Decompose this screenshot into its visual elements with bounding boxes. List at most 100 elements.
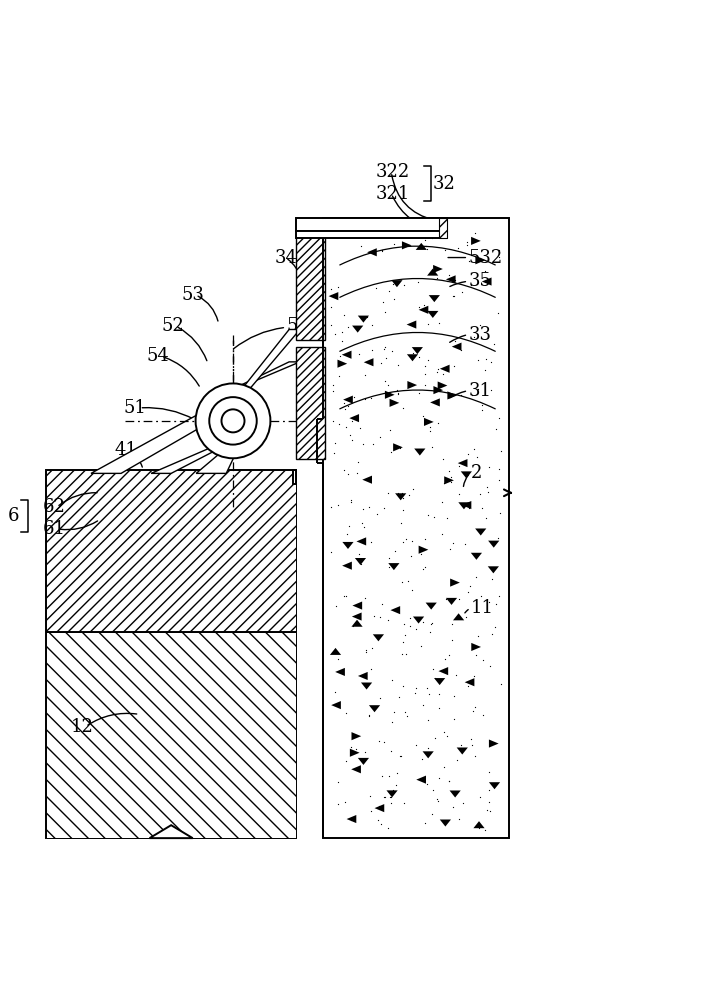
Point: [352, 454, 364, 470]
Point: [432, 361, 444, 377]
Point: [417, 697, 428, 713]
Point: [347, 413, 358, 429]
Point: [378, 734, 389, 750]
Point: [366, 342, 378, 358]
Point: [448, 711, 460, 727]
Point: [489, 619, 501, 635]
Polygon shape: [475, 528, 486, 536]
Point: [493, 242, 505, 258]
Point: [484, 803, 496, 819]
Point: [394, 748, 406, 764]
Point: [348, 389, 360, 405]
Polygon shape: [341, 351, 352, 359]
Point: [382, 485, 394, 501]
Point: [347, 618, 358, 634]
Point: [473, 628, 484, 644]
Point: [340, 753, 352, 769]
Polygon shape: [375, 804, 384, 812]
Polygon shape: [488, 541, 500, 548]
Point: [398, 490, 410, 506]
Point: [463, 500, 475, 516]
Point: [366, 317, 378, 333]
Point: [474, 486, 486, 502]
Point: [355, 238, 367, 254]
Point: [378, 341, 389, 357]
Point: [385, 743, 397, 759]
Circle shape: [196, 383, 270, 458]
Point: [413, 385, 425, 401]
Point: [409, 685, 420, 701]
Polygon shape: [476, 256, 485, 264]
Polygon shape: [433, 265, 443, 273]
Point: [363, 707, 375, 723]
Polygon shape: [337, 360, 347, 368]
Point: [407, 481, 419, 497]
Point: [463, 584, 474, 600]
Text: 62: 62: [42, 498, 65, 516]
Point: [473, 381, 484, 397]
Point: [342, 319, 354, 335]
Text: 33: 33: [469, 326, 492, 344]
Point: [339, 307, 350, 323]
Polygon shape: [412, 347, 423, 354]
Point: [373, 812, 384, 828]
Polygon shape: [446, 598, 457, 605]
Polygon shape: [389, 563, 399, 570]
Point: [444, 647, 455, 663]
Point: [393, 385, 405, 401]
Point: [439, 724, 450, 740]
Point: [476, 500, 488, 516]
Point: [339, 588, 350, 604]
Polygon shape: [415, 243, 427, 250]
Point: [418, 408, 429, 424]
Polygon shape: [352, 326, 363, 333]
Point: [400, 646, 412, 662]
Polygon shape: [391, 606, 400, 614]
Point: [378, 500, 390, 516]
Text: 321: 321: [376, 185, 410, 203]
Polygon shape: [389, 399, 399, 407]
Polygon shape: [414, 449, 426, 456]
Polygon shape: [196, 447, 239, 473]
Point: [392, 438, 403, 454]
Text: 53: 53: [181, 286, 204, 304]
Point: [388, 276, 399, 292]
Point: [494, 505, 506, 521]
Text: 34: 34: [275, 249, 297, 267]
Text: 52: 52: [161, 317, 184, 335]
Point: [357, 436, 369, 452]
Point: [354, 546, 365, 562]
Point: [342, 466, 354, 482]
Polygon shape: [330, 648, 341, 655]
Polygon shape: [358, 758, 369, 765]
Polygon shape: [236, 362, 300, 387]
Polygon shape: [335, 668, 345, 676]
Point: [325, 281, 336, 297]
Point: [413, 240, 425, 256]
Point: [410, 737, 422, 753]
Point: [445, 474, 457, 490]
Text: 31: 31: [469, 382, 492, 400]
Point: [422, 352, 434, 368]
Point: [455, 387, 466, 403]
Point: [436, 526, 448, 542]
Polygon shape: [416, 776, 426, 784]
Point: [352, 465, 363, 481]
Point: [333, 774, 344, 790]
Point: [463, 253, 475, 269]
Point: [386, 714, 398, 730]
Point: [355, 420, 366, 436]
Polygon shape: [91, 414, 199, 473]
Point: [450, 333, 461, 349]
Point: [389, 291, 400, 307]
Point: [440, 591, 452, 607]
Polygon shape: [352, 602, 362, 610]
Point: [484, 594, 495, 610]
Point: [346, 432, 357, 448]
Point: [442, 273, 453, 289]
Point: [446, 469, 457, 485]
Point: [345, 494, 357, 510]
Polygon shape: [393, 443, 403, 451]
Polygon shape: [402, 241, 412, 249]
Polygon shape: [482, 277, 492, 286]
